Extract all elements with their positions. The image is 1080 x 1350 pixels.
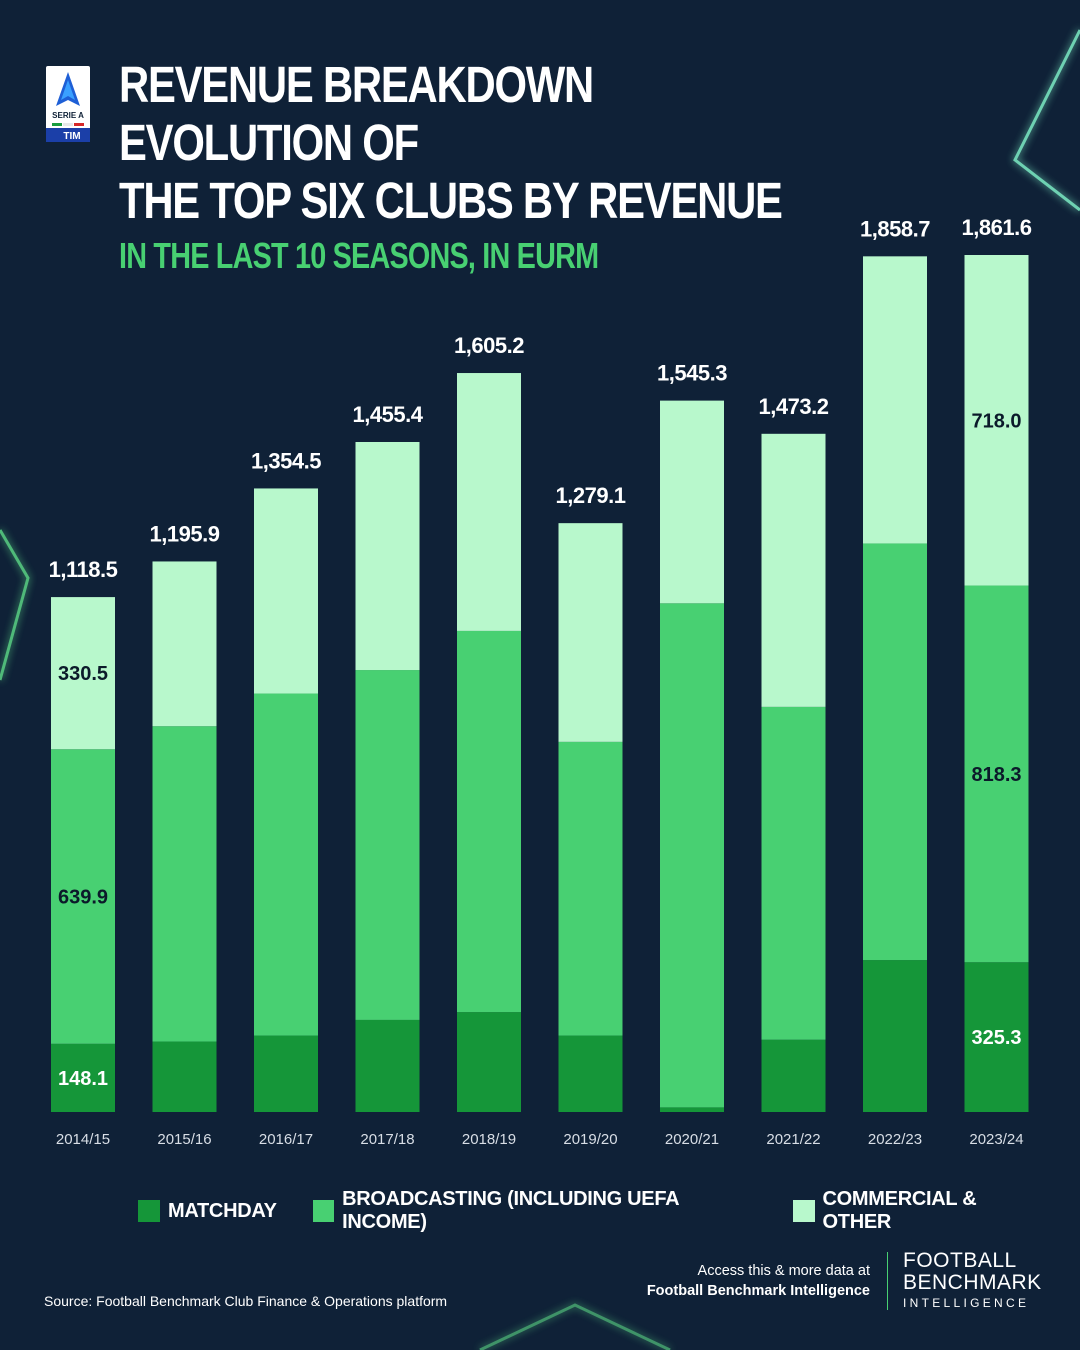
brand-logo: FOOTBALL BENCHMARK INTELLIGENCE <box>903 1250 1042 1311</box>
legend-swatch-commercial <box>793 1200 815 1222</box>
bar-broadcasting-including-uefa-income-2022-23 <box>863 543 927 961</box>
bar-matchday-2023-24 <box>964 962 1029 1112</box>
bar-matchday-2019-20 <box>558 1035 623 1112</box>
bar-broadcasting-including-uefa-income-2018-19 <box>457 630 521 1013</box>
total-label-2021-22: 1,473.2 <box>759 394 829 419</box>
bar-commercial-other-2020-21 <box>660 400 724 604</box>
brand-line-2: BENCHMARK <box>903 1271 1042 1294</box>
data-label-broadcasting-including-uefa-income-2014-15: 639.9 <box>58 887 108 909</box>
tick-label-2022-23: 2022/23 <box>868 1131 922 1148</box>
tick-label-2016-17: 2016/17 <box>259 1131 313 1148</box>
serie-a-logo: SERIE A TIM <box>46 66 90 142</box>
bar-broadcasting-including-uefa-income-2023-24 <box>964 585 1029 963</box>
total-label-2015-16: 1,195.9 <box>150 521 220 546</box>
total-label-2022-23: 1,858.7 <box>860 216 930 241</box>
legend: MATCHDAY BROADCASTING (INCLUDING UEFA IN… <box>138 1188 1080 1234</box>
brand-line-1: FOOTBALL <box>903 1249 1017 1272</box>
bar-commercial-other-2021-22 <box>761 433 826 707</box>
header: REVENUE BREAKDOWN EVOLUTION OF THE TOP S… <box>119 56 939 276</box>
bar-commercial-other-2014-15 <box>51 597 115 750</box>
total-label-2017-18: 1,455.4 <box>353 402 424 427</box>
bar-broadcasting-including-uefa-income-2020-21 <box>660 603 724 1108</box>
glow-line-bottom <box>479 1303 671 1350</box>
logo-text-bottom: TIM <box>63 131 80 142</box>
source-note: Source: Football Benchmark Club Finance … <box>44 1293 448 1309</box>
bar-matchday-2017-18 <box>355 1019 420 1112</box>
bar-matchday-2015-16 <box>152 1041 217 1112</box>
access-note: Access this & more data at Football Benc… <box>647 1261 870 1301</box>
serie-a-emblem-icon: SERIE A TIM <box>46 72 90 142</box>
bar-commercial-other-2022-23 <box>863 256 927 544</box>
legend-swatch-matchday <box>138 1200 160 1222</box>
bar-commercial-other-2023-24 <box>964 255 1029 586</box>
bar-matchday-2018-19 <box>457 1012 521 1112</box>
glow-line-right <box>1013 29 1080 212</box>
bar-broadcasting-including-uefa-income-2021-22 <box>761 706 826 1040</box>
bar-matchday-2020-21 <box>660 1107 724 1112</box>
total-label-2019-20: 1,279.1 <box>556 483 626 508</box>
legend-swatch-broadcasting <box>312 1200 335 1222</box>
bar-commercial-other-2015-16 <box>152 561 217 727</box>
tick-label-2017-18: 2017/18 <box>360 1131 414 1148</box>
access-line-2[interactable]: Football Benchmark Intelligence <box>646 1283 870 1299</box>
bar-broadcasting-including-uefa-income-2016-17 <box>254 693 318 1036</box>
bar-broadcasting-including-uefa-income-2015-16 <box>152 726 217 1042</box>
bar-matchday-2014-15 <box>51 1043 115 1112</box>
bar-broadcasting-including-uefa-income-2017-18 <box>355 670 420 1020</box>
total-label-2020-21: 1,545.3 <box>657 361 727 386</box>
total-label-2014-15: 1,118.5 <box>49 557 118 582</box>
data-label-matchday-2014-15: 148.1 <box>58 1068 108 1090</box>
tick-label-2015-16: 2015/16 <box>157 1131 211 1148</box>
brand-line-3: INTELLIGENCE <box>903 1296 1030 1310</box>
title-line-2: THE TOP SIX CLUBS BY REVENUE <box>119 172 783 229</box>
data-label-commercial-other-2014-15: 330.5 <box>58 663 108 685</box>
bar-matchday-2022-23 <box>863 960 927 1112</box>
bar-commercial-other-2018-19 <box>457 373 521 631</box>
legend-label-matchday: MATCHDAY <box>168 1199 277 1222</box>
bar-broadcasting-including-uefa-income-2014-15 <box>51 749 115 1044</box>
legend-label-broadcasting: BROADCASTING (INCLUDING UEFA INCOME) <box>342 1188 679 1233</box>
page-subtitle: IN THE LAST 10 SEASONS, IN EURM <box>119 235 599 276</box>
bar-commercial-other-2019-20 <box>558 523 623 742</box>
logo-text-top: SERIE A <box>52 111 84 120</box>
bar-matchday-2016-17 <box>254 1035 318 1112</box>
data-label-broadcasting-including-uefa-income-2023-24: 818.3 <box>971 764 1021 786</box>
legend-item-commercial: COMMERCIAL & OTHER <box>793 1188 1044 1234</box>
bar-broadcasting-including-uefa-income-2019-20 <box>558 741 623 1036</box>
tick-label-2023-24: 2023/24 <box>969 1131 1023 1148</box>
bar-commercial-other-2016-17 <box>254 488 318 694</box>
tick-label-2018-19: 2018/19 <box>462 1131 516 1148</box>
legend-item-broadcasting: BROADCASTING (INCLUDING UEFA INCOME) <box>312 1188 757 1234</box>
total-label-2023-24: 1,861.6 <box>962 215 1032 240</box>
legend-label-commercial: COMMERCIAL & OTHER <box>822 1188 977 1233</box>
footer-divider <box>887 1252 888 1310</box>
data-label-matchday-2023-24: 325.3 <box>971 1027 1021 1049</box>
total-label-2018-19: 1,605.2 <box>454 333 524 358</box>
bar-commercial-other-2017-18 <box>355 441 420 671</box>
title-line-1: REVENUE BREAKDOWN EVOLUTION OF <box>119 56 594 171</box>
data-label-commercial-other-2023-24: 718.0 <box>971 410 1021 432</box>
bar-matchday-2021-22 <box>761 1039 826 1112</box>
page-title: REVENUE BREAKDOWN EVOLUTION OF THE TOP S… <box>119 56 791 230</box>
tick-label-2021-22: 2021/22 <box>766 1131 820 1148</box>
total-label-2016-17: 1,354.5 <box>251 448 321 473</box>
access-line-1: Access this & more data at <box>697 1263 870 1279</box>
glow-line-left <box>0 529 30 681</box>
legend-item-matchday: MATCHDAY <box>138 1200 277 1223</box>
tick-label-2014-15: 2014/15 <box>56 1131 110 1148</box>
tick-label-2019-20: 2019/20 <box>563 1131 617 1148</box>
tick-label-2020-21: 2020/21 <box>665 1131 719 1148</box>
